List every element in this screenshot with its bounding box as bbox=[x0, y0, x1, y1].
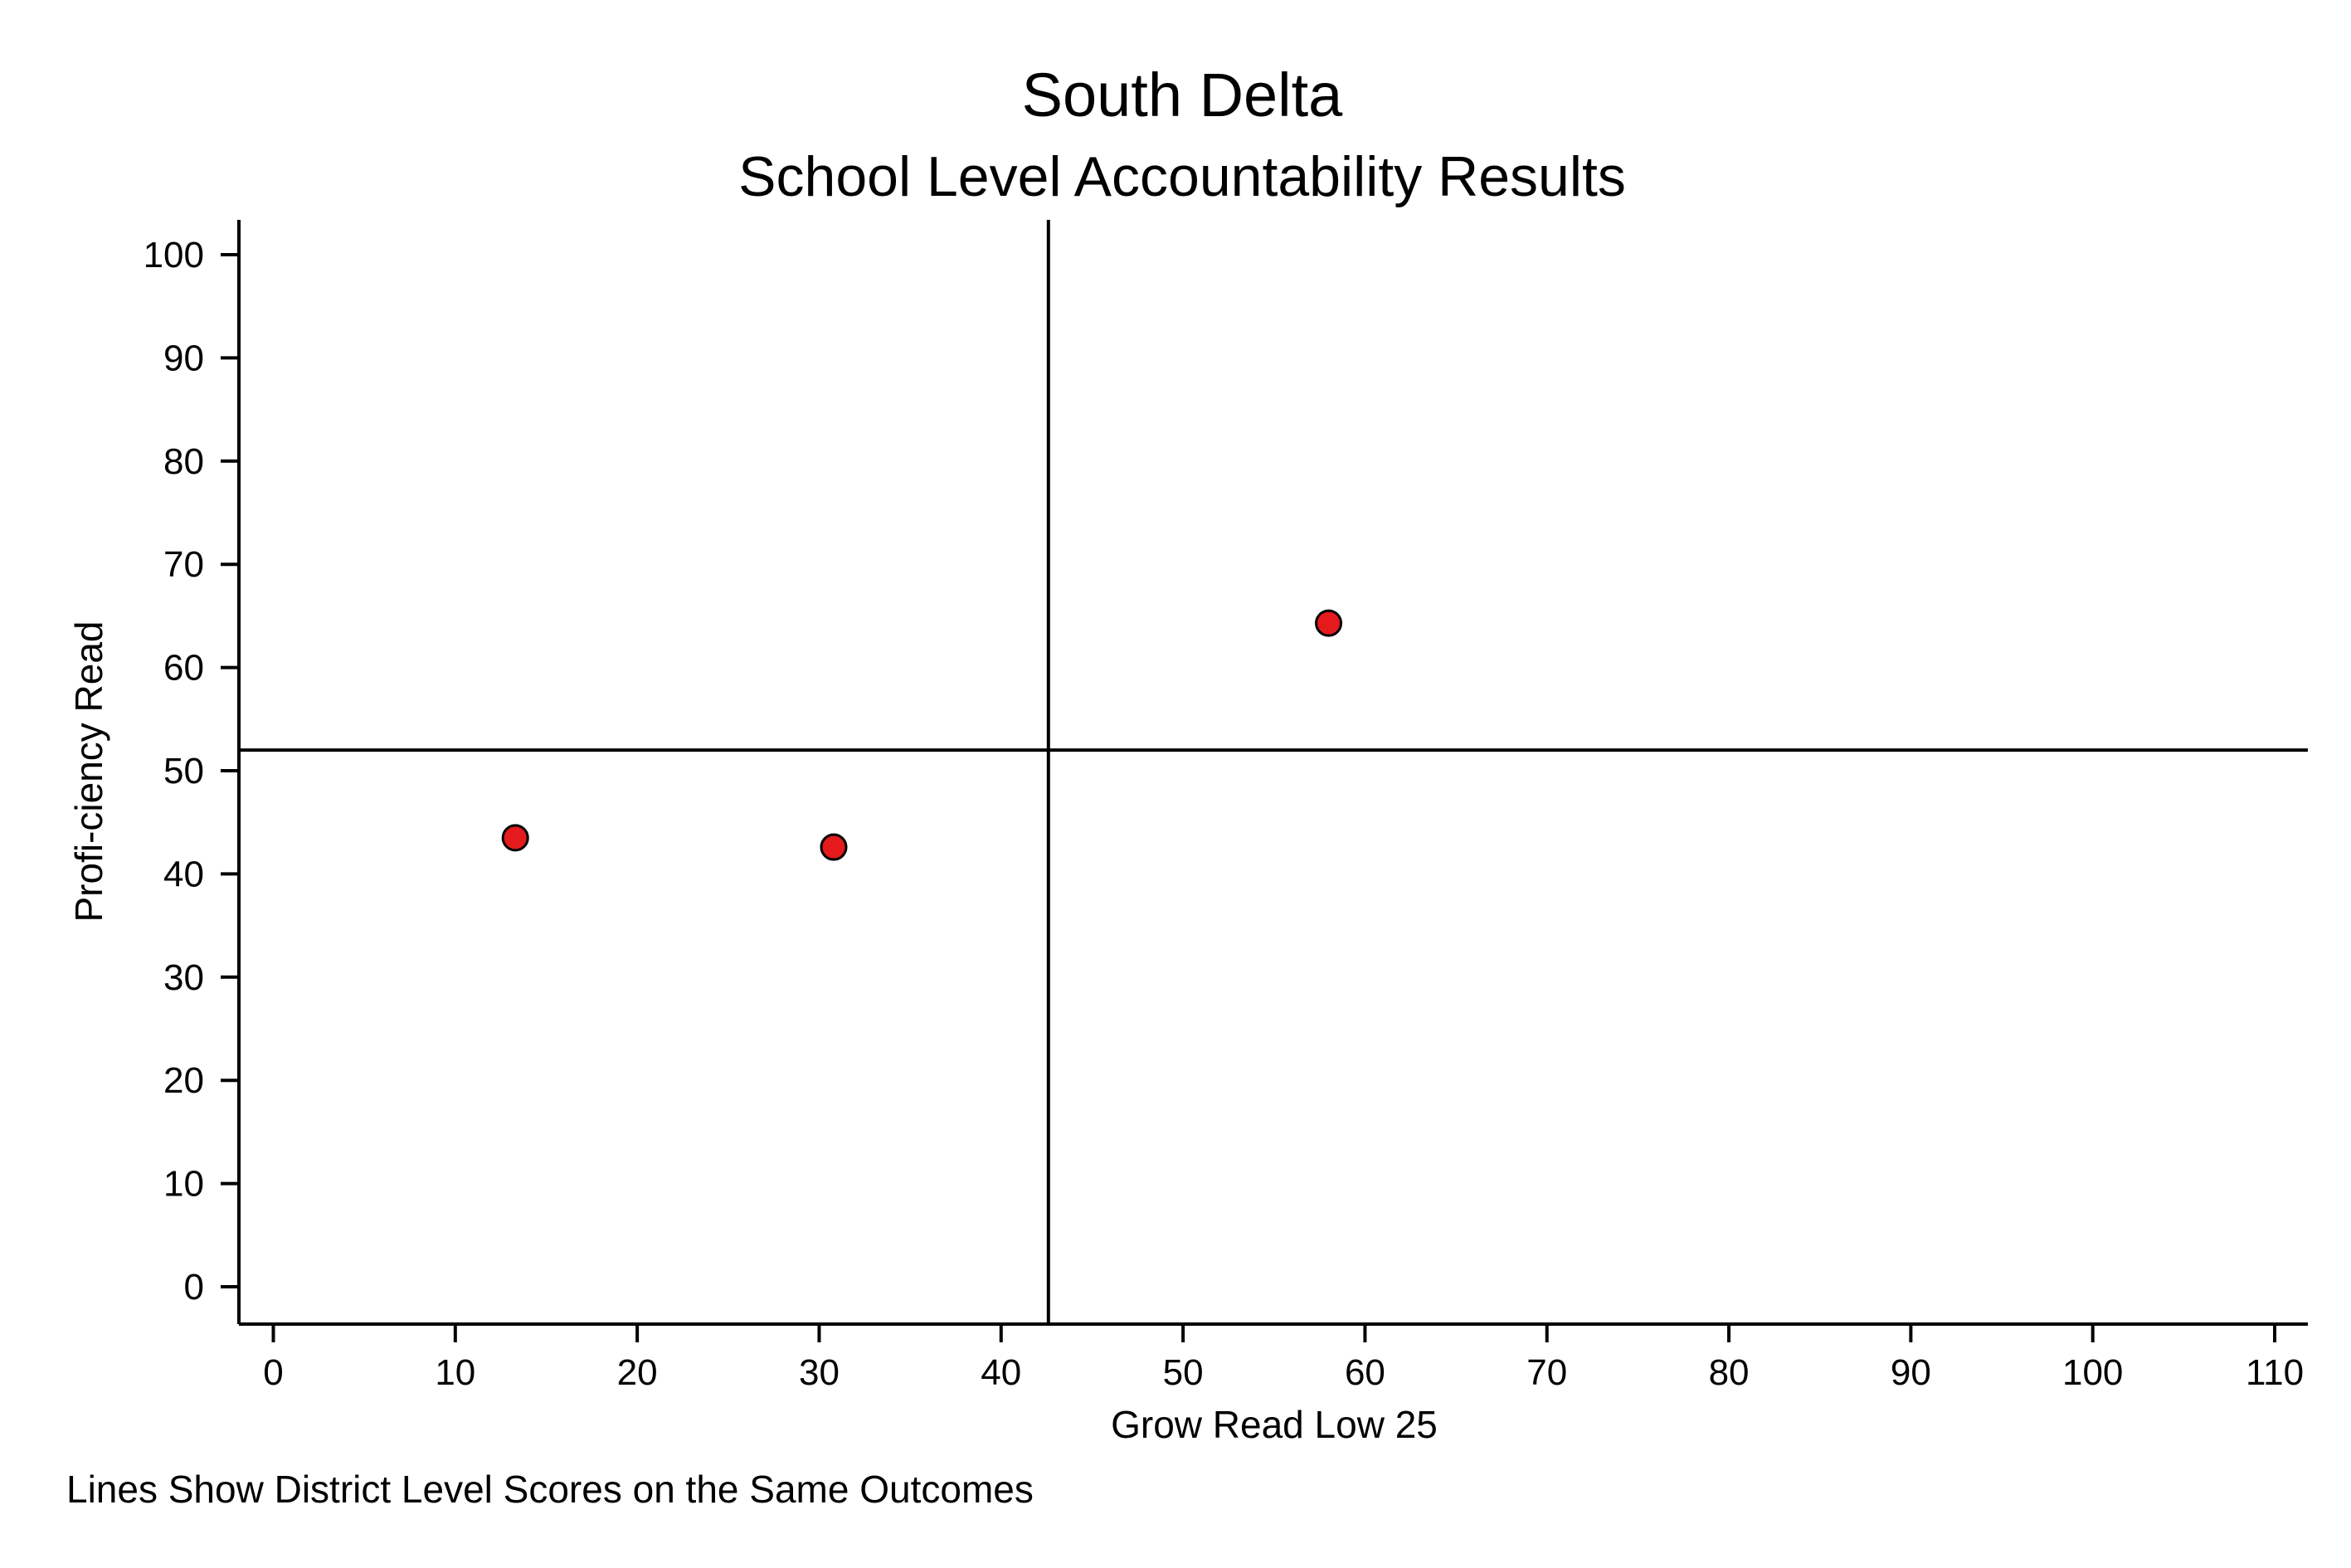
data-point bbox=[1315, 609, 1343, 637]
y-tick-label: 90 bbox=[163, 338, 204, 378]
y-tick-label: 40 bbox=[163, 854, 204, 894]
y-axis-ticks: 0 10 20 30 40 50 60 70 80 90 100 bbox=[144, 235, 239, 1307]
x-tick-label: 80 bbox=[1709, 1352, 1750, 1393]
y-tick-label: 100 bbox=[144, 235, 204, 275]
y-tick-label: 60 bbox=[163, 648, 204, 689]
x-tick-label: 60 bbox=[1345, 1352, 1385, 1393]
y-tick-label: 0 bbox=[184, 1267, 204, 1307]
y-tick-label: 30 bbox=[163, 957, 204, 998]
x-tick-label: 90 bbox=[1891, 1352, 1931, 1393]
x-tick-label: 110 bbox=[2246, 1352, 2304, 1393]
y-tick-label: 20 bbox=[163, 1060, 204, 1101]
x-tick-label: 30 bbox=[799, 1352, 840, 1393]
data-point bbox=[820, 833, 848, 861]
y-tick-label: 10 bbox=[163, 1164, 204, 1205]
x-tick-label: 10 bbox=[435, 1352, 475, 1393]
x-tick-label: 100 bbox=[2062, 1352, 2123, 1393]
y-tick-label: 80 bbox=[163, 441, 204, 482]
x-tick-label: 20 bbox=[617, 1352, 658, 1393]
data-point bbox=[501, 824, 529, 852]
x-tick-label: 40 bbox=[981, 1352, 1021, 1393]
x-tick-label: 50 bbox=[1163, 1352, 1204, 1393]
y-axis-title: Profi-ciency Read bbox=[67, 621, 110, 922]
district-reference-lines bbox=[239, 220, 2308, 1324]
x-tick-label: 0 bbox=[263, 1352, 283, 1393]
chart-note: Lines Show District Level Scores on the … bbox=[66, 1468, 1034, 1511]
x-axis-ticks: 0 10 20 30 40 50 60 70 80 90 100 110 bbox=[263, 1324, 2304, 1393]
chart-subtitle: School Level Accountability Results bbox=[738, 145, 1626, 208]
y-tick-label: 70 bbox=[163, 544, 204, 585]
x-axis-title: Grow Read Low 25 bbox=[1111, 1403, 1438, 1446]
x-tick-label: 70 bbox=[1526, 1352, 1567, 1393]
data-points bbox=[501, 609, 1343, 861]
chart-title: South Delta bbox=[1022, 61, 1344, 129]
plot-area: 0 10 20 30 40 50 60 70 80 90 100 0 10 20 30 40 50 60 70 80… bbox=[144, 220, 2308, 1393]
y-tick-label: 50 bbox=[163, 751, 204, 791]
